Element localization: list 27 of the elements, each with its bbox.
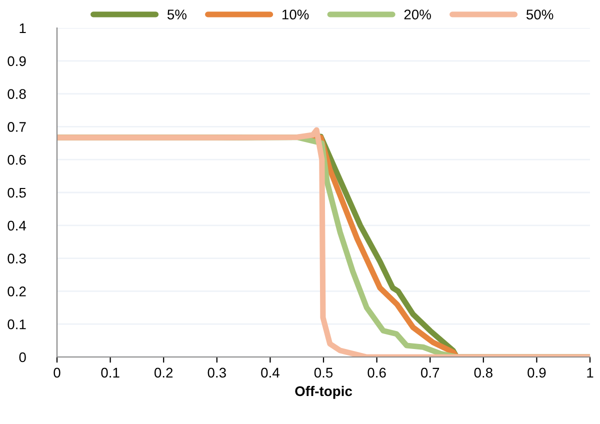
x-tick-label: 0.5 bbox=[314, 368, 333, 378]
y-tick-label: 0.6 bbox=[8, 154, 26, 165]
y-tick-label: 0.8 bbox=[8, 89, 26, 99]
y-tick-label: 0 bbox=[19, 352, 26, 362]
y-tick-label: 0.1 bbox=[8, 319, 26, 330]
y-tick-label: 0.5 bbox=[8, 188, 26, 198]
x-tick-label: 0.8 bbox=[474, 368, 492, 378]
y-tick-label: 1 bbox=[20, 23, 26, 34]
x-tick-label: 0.6 bbox=[368, 368, 386, 378]
y-tick-label: 0.3 bbox=[8, 254, 26, 264]
x-tick-label: 0.4 bbox=[261, 368, 280, 378]
legend-label: 50% bbox=[526, 10, 554, 20]
x-tick-label: 0.9 bbox=[528, 368, 546, 378]
legend-label: 20% bbox=[404, 10, 431, 20]
x-axis-title: Off-topic bbox=[295, 386, 352, 399]
y-tick-label: 0.9 bbox=[8, 56, 26, 66]
legend-label: 5% bbox=[167, 10, 186, 20]
x-tick-label: 0.2 bbox=[154, 368, 173, 378]
y-tick-label: 0.4 bbox=[8, 220, 26, 231]
y-tick-label: 0.7 bbox=[8, 122, 26, 132]
x-tick-label: 1 bbox=[587, 368, 594, 378]
y-tick-label: 0.2 bbox=[8, 286, 26, 296]
x-tick-label: 0.1 bbox=[101, 368, 120, 378]
x-tick-label: 0 bbox=[54, 368, 60, 378]
x-tick-label: 0.3 bbox=[208, 368, 226, 378]
legend-label: 10% bbox=[282, 10, 309, 20]
x-tick-label: 0.7 bbox=[420, 368, 440, 378]
